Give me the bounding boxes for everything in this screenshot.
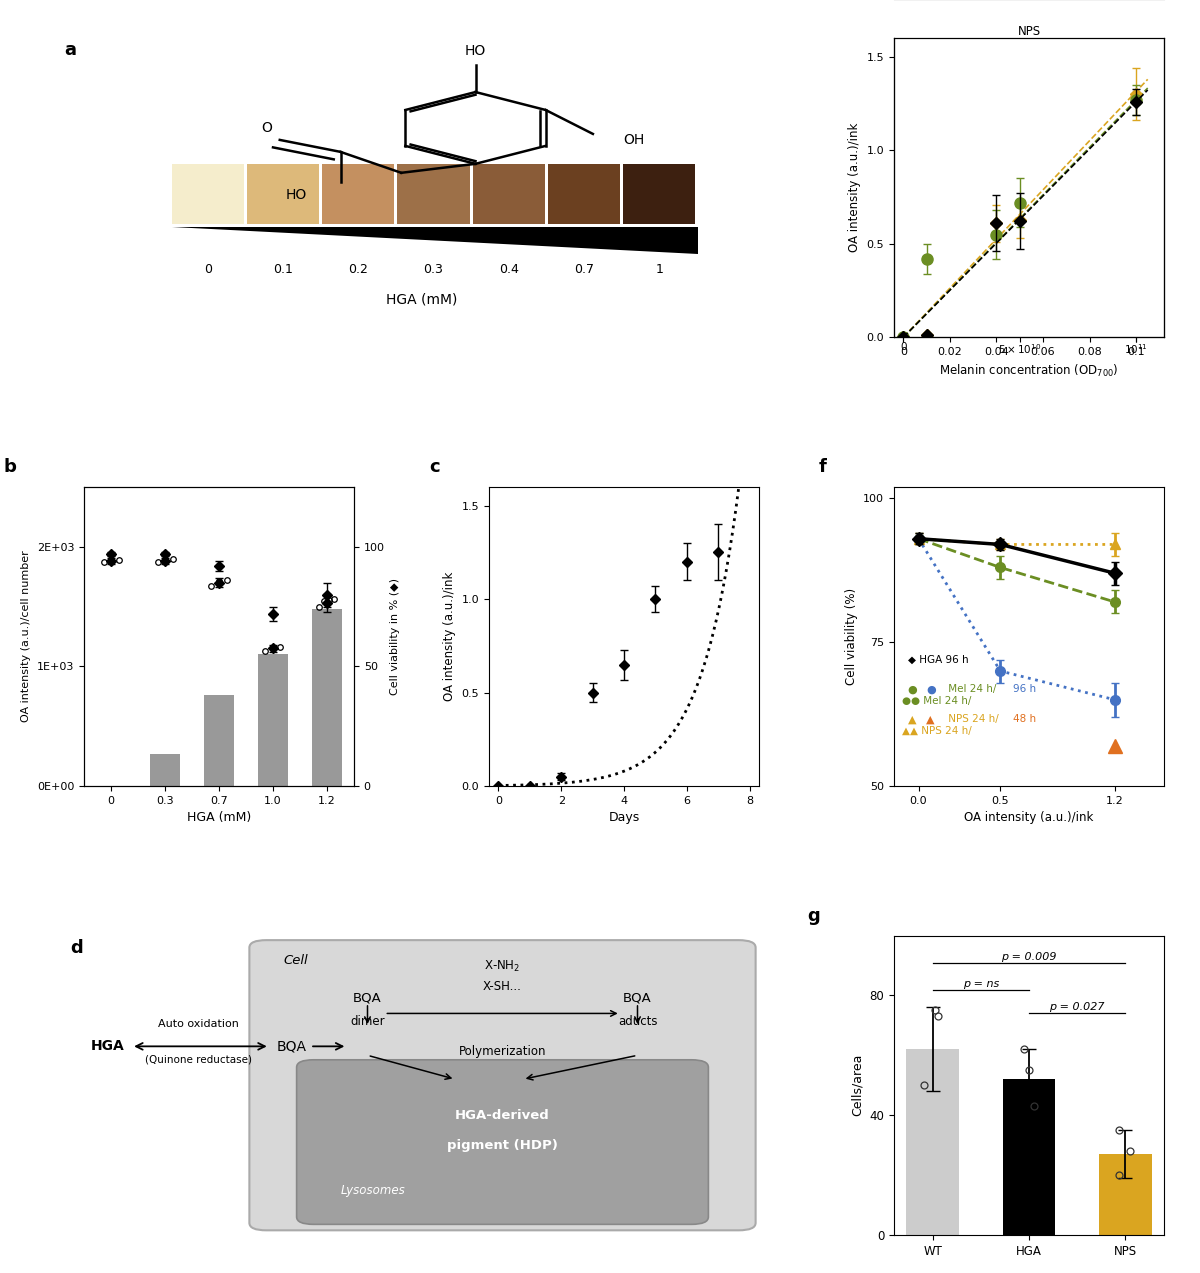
FancyBboxPatch shape	[296, 1060, 708, 1225]
Text: (Quinone reductase): (Quinone reductase)	[145, 1055, 252, 1064]
Y-axis label: Cell viability in % (◆): Cell viability in % (◆)	[390, 578, 401, 695]
Text: p = 0.027: p = 0.027	[1049, 1002, 1105, 1012]
Bar	[150, 754, 180, 785]
Text: p = 0.009: p = 0.009	[1001, 952, 1057, 961]
Text: b: b	[4, 458, 16, 476]
Text: Auto oxidation: Auto oxidation	[158, 1018, 239, 1029]
Text: 96 h: 96 h	[1013, 685, 1036, 694]
Text: Polymerization: Polymerization	[458, 1045, 546, 1058]
Text: ▲: ▲	[926, 714, 935, 724]
Text: 0.3: 0.3	[424, 262, 444, 275]
Bar	[473, 164, 545, 224]
Text: ●: ●	[926, 685, 936, 694]
Bar	[623, 164, 695, 224]
Y-axis label: Cell viability (%): Cell viability (%)	[845, 588, 858, 685]
Text: ▲▲ NPS 24 h/: ▲▲ NPS 24 h/	[902, 726, 972, 736]
Text: 0.4: 0.4	[499, 262, 518, 275]
Text: NPS 24 h/: NPS 24 h/	[946, 714, 1000, 724]
X-axis label: NPS: NPS	[1018, 25, 1040, 38]
Text: a: a	[64, 41, 76, 59]
Bar	[906, 1049, 959, 1235]
Bar	[1002, 1080, 1056, 1235]
X-axis label: HGA (mM): HGA (mM)	[187, 811, 251, 825]
Bar	[1099, 1155, 1152, 1235]
Text: dimer: dimer	[350, 1016, 385, 1029]
X-axis label: Days: Days	[608, 811, 640, 825]
Y-axis label: OA intensity (a.u.)/cell number: OA intensity (a.u.)/cell number	[22, 551, 31, 722]
Text: HO: HO	[286, 188, 307, 201]
Y-axis label: OA intensity (a.u.)/ink: OA intensity (a.u.)/ink	[848, 123, 862, 252]
Y-axis label: Cells/area: Cells/area	[851, 1054, 864, 1116]
Text: BQA: BQA	[276, 1039, 306, 1053]
Polygon shape	[172, 227, 698, 253]
Text: aducts: aducts	[618, 1016, 658, 1029]
Bar	[247, 164, 319, 224]
Bar	[312, 608, 342, 785]
Text: ●● Mel 24 h/: ●● Mel 24 h/	[902, 696, 972, 707]
Text: O: O	[260, 121, 271, 135]
Text: HGA: HGA	[91, 1039, 125, 1053]
Bar	[204, 695, 234, 785]
Text: c: c	[430, 458, 440, 476]
Text: ●: ●	[907, 685, 917, 694]
Text: HGA-derived: HGA-derived	[455, 1109, 550, 1122]
Text: ◆ HGA 96 h: ◆ HGA 96 h	[907, 654, 968, 665]
Text: BQA: BQA	[623, 992, 652, 1004]
Text: p = ns: p = ns	[962, 979, 998, 989]
Text: X-SH...: X-SH...	[484, 979, 522, 993]
Bar	[322, 164, 395, 224]
Bar	[397, 164, 469, 224]
FancyBboxPatch shape	[250, 941, 756, 1230]
Text: 0.7: 0.7	[574, 262, 594, 275]
Text: 48 h: 48 h	[1013, 714, 1036, 724]
Text: X-NH$_2$: X-NH$_2$	[485, 959, 521, 974]
X-axis label: Melanin concentration (OD$_{700}$): Melanin concentration (OD$_{700}$)	[940, 363, 1118, 379]
Text: 0.2: 0.2	[348, 262, 368, 275]
Text: Mel 24 h/: Mel 24 h/	[946, 685, 997, 694]
Text: 0.1: 0.1	[274, 262, 293, 275]
X-axis label: OA intensity (a.u.)/ink: OA intensity (a.u.)/ink	[965, 811, 1093, 825]
Text: d: d	[71, 938, 83, 956]
Text: BQA: BQA	[353, 992, 382, 1004]
Bar	[172, 164, 244, 224]
Text: HO: HO	[464, 43, 486, 57]
Text: OH: OH	[623, 132, 644, 146]
Text: HGA (mM): HGA (mM)	[386, 293, 457, 307]
Text: g: g	[808, 906, 821, 924]
Y-axis label: OA intensity (a.u.)/ink: OA intensity (a.u.)/ink	[443, 572, 456, 701]
Text: pigment (HDP): pigment (HDP)	[448, 1138, 558, 1152]
Text: ▲: ▲	[907, 714, 916, 724]
Text: 1: 1	[655, 262, 664, 275]
Text: Lysosomes: Lysosomes	[341, 1184, 406, 1198]
Text: f: f	[818, 458, 827, 476]
Bar	[258, 654, 288, 785]
Text: 0: 0	[204, 262, 212, 275]
Bar	[548, 164, 620, 224]
Text: Cell: Cell	[283, 953, 307, 966]
